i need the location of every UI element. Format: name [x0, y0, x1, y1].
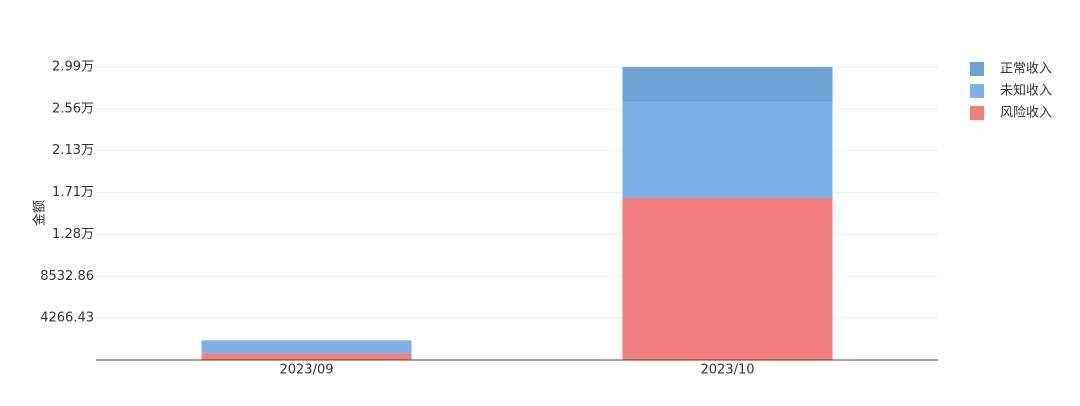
legend-label: 风险收入	[1000, 106, 1052, 121]
legend-label: 正常收入	[1000, 62, 1052, 77]
bar-segment	[622, 101, 833, 198]
y-tick-label: 1.71万	[52, 185, 94, 200]
bar-segment	[201, 353, 412, 360]
legend-swatch	[970, 106, 984, 120]
bar-segment	[622, 67, 833, 102]
x-tick-label: 2023/10	[700, 363, 754, 378]
legend-swatch	[970, 84, 984, 98]
x-tick-label: 2023/09	[279, 363, 333, 378]
y-tick-label: 4266.43	[40, 311, 94, 326]
bar-segment	[201, 340, 412, 342]
bar-segment	[622, 197, 833, 360]
legend-swatch	[970, 62, 984, 76]
bar-segment	[201, 341, 412, 354]
y-tick-label: 2.99万	[52, 60, 94, 75]
y-tick-label: 1.28万	[52, 227, 94, 242]
y-axis-title: 金额	[32, 200, 48, 226]
legend-label: 未知收入	[1000, 83, 1052, 99]
y-tick-label: 2.56万	[52, 101, 94, 116]
y-tick-label: 2.13万	[52, 143, 94, 158]
y-tick-label: 8532.86	[40, 269, 94, 284]
